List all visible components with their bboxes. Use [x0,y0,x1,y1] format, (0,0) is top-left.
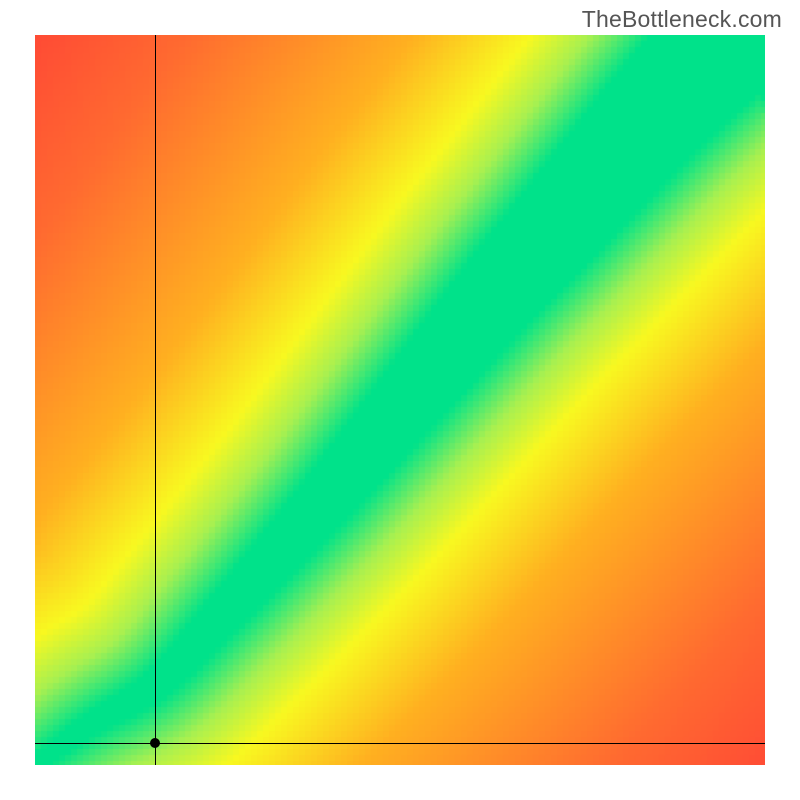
heatmap-plot [35,35,765,765]
crosshair-vertical [155,35,156,765]
attribution-label: TheBottleneck.com [582,6,782,33]
chart-container: TheBottleneck.com [0,0,800,800]
crosshair-marker [150,738,160,748]
crosshair-horizontal [35,743,765,744]
heatmap-canvas [35,35,765,765]
